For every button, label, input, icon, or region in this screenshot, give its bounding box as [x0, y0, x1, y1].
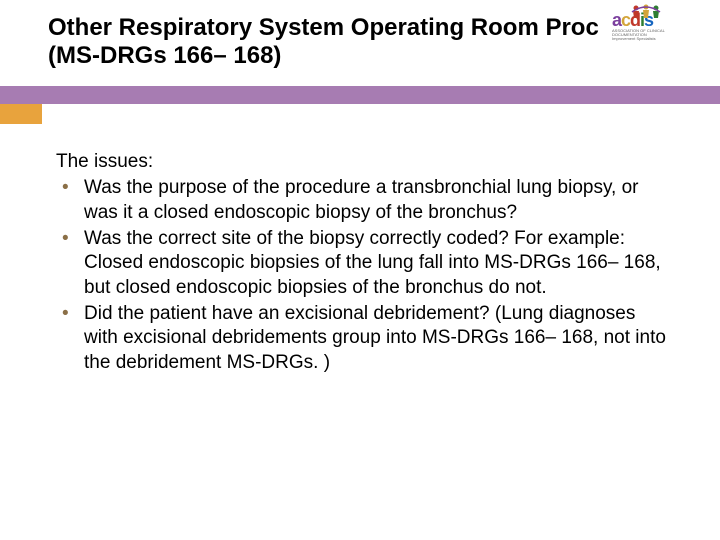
logo-sub-line: Improvement Specialists	[612, 37, 702, 41]
list-item: Was the purpose of the procedure a trans…	[56, 176, 668, 225]
slide: acdis ASSOCIATION OF CLINICAL DOCUMENTAT…	[0, 0, 720, 540]
intro-text: The issues:	[56, 150, 668, 174]
slide-title: Other Respiratory System Operating Room …	[48, 14, 608, 71]
orange-accent-tab	[0, 104, 42, 124]
issues-list: Was the purpose of the procedure a trans…	[56, 176, 668, 375]
logo-figures-icon	[628, 4, 678, 20]
acdis-logo: acdis ASSOCIATION OF CLINICAL DOCUMENTAT…	[612, 10, 702, 46]
list-item: Did the patient have an excisional debri…	[56, 302, 668, 375]
purple-divider-bar	[0, 86, 720, 104]
slide-body: The issues: Was the purpose of the proce…	[56, 150, 668, 377]
logo-subtitle: ASSOCIATION OF CLINICAL DOCUMENTATION Im…	[612, 29, 702, 41]
list-item: Was the correct site of the biopsy corre…	[56, 227, 668, 300]
